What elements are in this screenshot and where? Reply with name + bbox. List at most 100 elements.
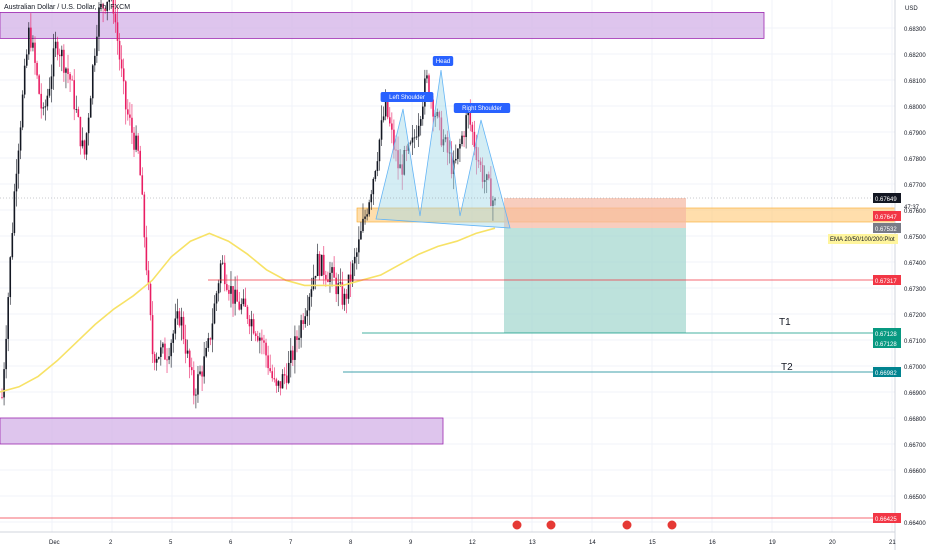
x-tick-label: 6 [229, 540, 233, 546]
candle-body [236, 289, 238, 302]
candle-body [67, 68, 69, 75]
candle-body [108, 0, 111, 2]
candle-body [492, 200, 494, 206]
candle-body [479, 161, 482, 166]
candle-body [444, 137, 447, 140]
event-flag-icon[interactable] [666, 519, 678, 531]
candle-body [71, 79, 73, 81]
candle-body [440, 117, 443, 146]
candle-body [488, 174, 490, 179]
candle-body [118, 40, 121, 60]
candle-body [310, 289, 313, 297]
candle-body [89, 98, 92, 118]
candle-body [226, 284, 228, 290]
y-tick-label: 0.66500 [904, 495, 926, 501]
candle-body [114, 13, 117, 23]
candle-body [124, 81, 127, 110]
candle-body [135, 135, 137, 150]
candle-body [265, 342, 267, 356]
candle-body [215, 293, 218, 304]
candle-body [54, 41, 57, 49]
candle-body [467, 111, 469, 116]
candle-body [77, 109, 80, 117]
candle-body [188, 350, 191, 368]
candle-body [382, 116, 385, 121]
target-t2-label: T2 [781, 362, 793, 373]
candle-body [15, 173, 18, 192]
candle-body [271, 371, 274, 379]
candle-body [34, 42, 36, 63]
candle-body [322, 254, 325, 275]
candle-body [172, 333, 175, 343]
candle-body [155, 358, 158, 363]
candle-body [397, 150, 399, 169]
candle-body [298, 337, 300, 340]
tag-bottom: 0.66425 [875, 517, 897, 523]
candle-body [374, 171, 377, 179]
candle-body [176, 311, 179, 319]
candle-body [469, 111, 472, 125]
candle-body [473, 131, 476, 147]
candle-body [306, 310, 309, 317]
candle-body [129, 114, 131, 118]
candle-body [207, 338, 210, 348]
candle-body [52, 48, 55, 77]
candle-body [259, 337, 261, 341]
x-tick-label: 13 [529, 540, 536, 546]
candle-body [127, 109, 129, 115]
candle-body [40, 93, 42, 109]
y-tick-label: 0.66800 [904, 417, 926, 423]
candle-body [417, 125, 420, 137]
tag-red-level: 0.67317 [875, 279, 897, 285]
x-tick-label: 20 [829, 540, 836, 546]
candle-body [442, 139, 445, 146]
y-tick-label: 0.67800 [904, 157, 926, 163]
y-tick-label: 0.67100 [904, 339, 926, 345]
candle-body [273, 378, 276, 380]
event-flag-icon[interactable] [621, 519, 633, 531]
y-tick-label: 0.67200 [904, 313, 926, 319]
candle-body [329, 272, 331, 282]
candle-body [32, 42, 34, 48]
candle-body [254, 333, 257, 337]
ema-label: EMA 20/50/100/200:Plot [830, 237, 895, 243]
x-tick-label: 2 [109, 540, 113, 546]
candle-body [391, 123, 393, 130]
x-tick-label: 12 [469, 540, 476, 546]
event-flag-icon[interactable] [545, 519, 557, 531]
currency-label: USD [905, 6, 918, 12]
candle-body [240, 304, 243, 310]
candle-body [149, 283, 152, 316]
x-tick-label: 15 [649, 540, 656, 546]
candle-body [314, 276, 317, 278]
candle-body [11, 233, 14, 258]
candle-body [457, 148, 459, 159]
price-tag-current: 0.67649 [875, 197, 897, 203]
candle-body [360, 231, 362, 240]
x-tick-label: 21 [889, 540, 896, 546]
candle-body [339, 282, 342, 284]
candle-body [250, 319, 253, 327]
candle-body [320, 254, 323, 276]
candle-body [275, 379, 278, 386]
candle-body [184, 339, 187, 354]
event-flag-icon[interactable] [511, 519, 523, 531]
x-tick-label: Dec [49, 540, 60, 546]
y-tick-label: 0.67500 [904, 235, 926, 241]
candle-body [170, 342, 172, 357]
candle-body [228, 289, 230, 294]
candle-body [289, 350, 292, 363]
candle-body [7, 297, 9, 339]
x-axis: Dec 2 5 6 7 8 9 12 13 14 15 16 19 20 21 [0, 531, 896, 546]
candle-body [65, 68, 67, 73]
candle-body [327, 279, 329, 282]
candle-body [337, 283, 340, 295]
candle-body [36, 62, 38, 76]
candle-body [409, 142, 412, 144]
candle-body [267, 355, 269, 369]
y-tick-label: 0.66400 [904, 521, 926, 527]
candle-body [364, 216, 366, 219]
candle-body [316, 253, 319, 277]
